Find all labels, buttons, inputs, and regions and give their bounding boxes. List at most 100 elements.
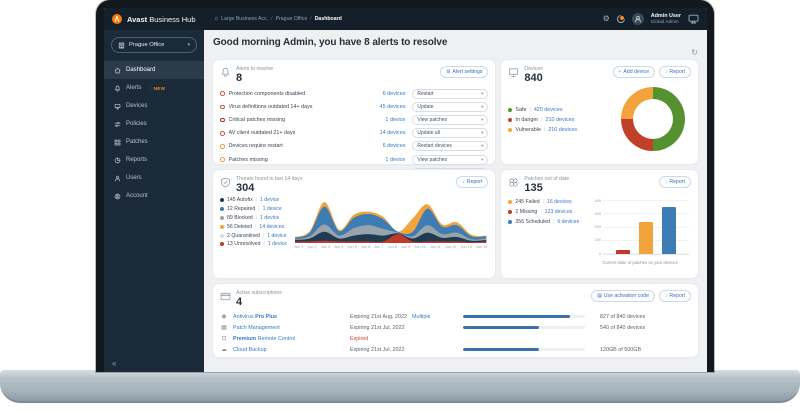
alert-action-dropdown[interactable]: Update all ▾ [412,128,489,139]
threats-legend: 145 Autofix | 1 device 12 Repaired [220,196,287,249]
subscription-icon: ▦ [221,325,227,332]
alert-severity-icon [220,131,225,136]
legend-devices-link[interactable]: 1 device [267,241,288,248]
legend-item: 89 Blocked | 1 device [220,214,287,223]
alert-label: Virus definitions outdated 14+ days [228,103,313,110]
patches-card: Patches out of date 135 ↓ Report [501,170,698,278]
sidebar-item[interactable]: Reports [104,151,204,169]
notifications-icon[interactable] [616,14,626,23]
alert-action-dropdown[interactable]: View patches ▾ [412,115,489,126]
legend-devices-link[interactable]: 16 devices [546,199,572,206]
threats-count: 304 [236,182,255,194]
refresh-icon[interactable]: ↻ [691,48,698,57]
alert-label: Devices require restart [228,143,283,150]
alert-label: Protection components disabled [228,90,306,97]
user-info[interactable]: Admin User Global Admin [650,13,681,25]
subscriptions-list: ◉ Antivirus Pro Plus Expiring 21st Aug, … [220,311,691,355]
legend-devices-link[interactable]: 1 device [259,197,280,204]
legend-devices-link[interactable]: 14 devices [259,223,285,230]
sidebar-item-icon [113,139,121,146]
settings-gear-icon[interactable]: ⚙ [602,14,610,23]
sidebar-item[interactable]: Account [104,187,204,205]
subscription-expiry: Expired [350,335,369,342]
alert-devices-link[interactable]: 1 device [385,156,406,163]
breadcrumb-root[interactable]: Large Business Acc. [221,16,269,22]
legend-devices-link[interactable]: 1 device [262,206,282,213]
multiple-link[interactable]: Multiple [411,313,431,320]
plus-icon: + [618,69,622,75]
legend-devices-link[interactable]: 210 devices [548,127,578,134]
alert-devices-link[interactable]: 1 device [385,117,406,124]
subscription-name-link[interactable]: Patch Management [233,324,280,331]
sidebar-menu: Dashboard Alerts | NEW [104,61,204,205]
alert-devices-link[interactable]: 6 devices [382,90,406,97]
subscription-name-link[interactable]: Antivirus Pro Plus [233,313,278,320]
alert-severity-icon [220,117,225,123]
add-device-button[interactable]: + Add device [612,66,656,78]
legend-devices-link[interactable]: 6 devices [557,219,580,226]
legend-devices-link[interactable]: 1 device [259,215,280,222]
alert-settings-button[interactable]: ⚙ Alert settings [440,66,489,78]
office-icon [118,42,125,48]
card-title: Devices [524,66,543,72]
legend-devices-link[interactable]: 420 devices [533,107,563,114]
alert-action-dropdown[interactable]: Update ▾ [412,101,489,112]
devices-report-button[interactable]: ↓ Report [659,66,691,78]
card-title: Alerts to resolve [236,66,274,72]
subscription-name-link[interactable]: Cloud Backup [233,346,267,353]
use-activation-code-button[interactable]: ▤ Use activation code [591,290,656,302]
display-icon[interactable] [688,14,699,24]
legend-dot [220,233,224,238]
legend-item: 245 Failed | 16 devices [508,197,585,207]
new-badge: NEW [153,85,166,91]
sidebar-item-icon [113,121,121,128]
sidebar-item-icon [113,67,121,74]
threats-report-button[interactable]: ↓ Report [456,176,489,188]
usage-progress-bar [463,347,585,352]
alert-devices-link[interactable]: 45 devices [379,103,406,110]
topbar: Avast Business Hub ⌂ Large Business Acc.… [104,8,707,30]
legend-devices-link[interactable]: 1 device [267,232,287,239]
alert-action-dropdown[interactable]: Restart ▾ [412,88,489,99]
sidebar-item[interactable]: Devices [104,97,204,115]
legend-devices-link[interactable]: 210 devices [545,117,575,124]
alert-severity-icon [220,104,225,110]
sidebar-item[interactable]: Dashboard [104,61,204,79]
alert-action-dropdown[interactable]: Restart devices ▾ [412,141,489,152]
subscription-expiry: Expiring 21st Jul, 2022 [350,324,405,331]
alert-devices-link[interactable]: 6 devices [382,143,406,150]
sidebar-item[interactable]: Patches [104,133,204,151]
patches-report-button[interactable]: ↓ Report [659,176,691,188]
legend-dot [508,200,513,205]
legend-item: 12 Repaired | 1 device [220,205,287,214]
download-icon: ↓ [665,293,668,299]
app-window: Avast Business Hub ⌂ Large Business Acc.… [104,8,707,372]
legend-item: In danger | 210 devices [508,115,621,125]
legend-item: 2 Missing | 123 devices [508,207,585,217]
avatar[interactable] [631,13,644,25]
breadcrumb: ⌂ Large Business Acc. / Prague Office / … [214,16,342,22]
alert-row: Protection components disabled 6 devices… [220,87,489,100]
devices-donut-chart [621,87,685,152]
laptop-base [0,370,800,403]
patches-count: 135 [524,182,543,194]
subscription-name-link[interactable]: Premium Remote Control [233,335,296,342]
legend-dot [220,198,224,203]
sidebar-item[interactable]: Policies [104,115,204,133]
breadcrumb-middle[interactable]: Prague Office [275,16,308,22]
sidebar-item[interactable]: Users [104,169,204,187]
alert-action-dropdown[interactable]: View patches ▾ [412,154,489,165]
sidebar-collapse-icon[interactable]: « [112,359,117,368]
org-selector[interactable]: Prague Office ▾ [111,37,197,53]
legend-devices-link[interactable]: 123 devices [544,209,573,216]
alert-row: Devices require restart 6 devices Restar… [220,140,489,153]
sidebar-item[interactable]: Alerts | NEW [104,79,204,97]
home-icon: ⌂ [214,16,219,22]
card-title: Active subscriptions [236,290,282,296]
subscription-expiry: Expiring 21st Aug, 2022 Multiple [350,313,431,320]
subscriptions-report-button[interactable]: ↓ Report [659,290,691,302]
chevron-down-icon: ▾ [481,90,484,96]
alerts-card: Alerts to resolve 8 ⚙ Alert settings [213,60,496,191]
download-icon: ↓ [462,179,465,185]
alert-devices-link[interactable]: 14 devices [379,130,406,137]
